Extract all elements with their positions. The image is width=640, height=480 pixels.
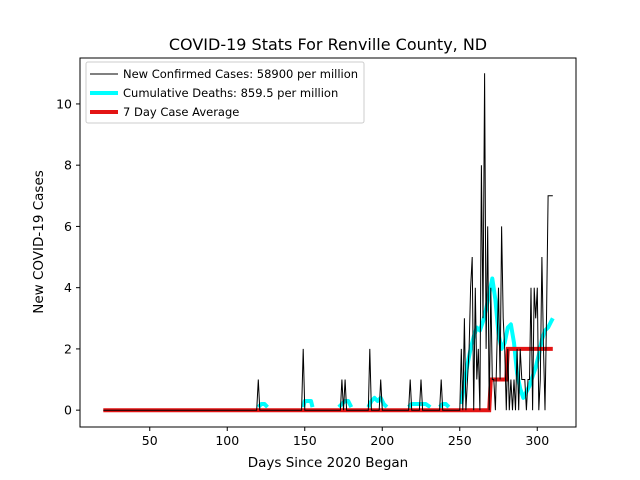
chart-title: COVID-19 Stats For Renville County, ND bbox=[169, 35, 487, 54]
x-tick-label: 100 bbox=[215, 433, 239, 448]
legend-entry-case-average: 7 Day Case Average bbox=[123, 105, 239, 119]
legend-entry-new-cases: New Confirmed Cases: 58900 per million bbox=[123, 67, 358, 81]
x-axis: 50 100 150 200 250 300 bbox=[142, 427, 549, 448]
y-axis-label: New COVID-19 Cases bbox=[31, 170, 47, 314]
legend: New Confirmed Cases: 58900 per million C… bbox=[85, 61, 365, 124]
y-tick-label: 8 bbox=[64, 158, 72, 173]
y-tick-label: 0 bbox=[64, 403, 72, 418]
series-line-new-cases bbox=[103, 73, 553, 411]
y-tick-label: 10 bbox=[56, 96, 72, 111]
series-layer bbox=[103, 73, 555, 413]
x-tick-label: 300 bbox=[525, 433, 549, 448]
legend-entry-cumulative-deaths: Cumulative Deaths: 859.5 per million bbox=[123, 86, 338, 100]
legend-box bbox=[85, 61, 365, 124]
plot-frame bbox=[79, 57, 577, 428]
y-tick-label: 6 bbox=[64, 219, 72, 234]
x-tick-label: 150 bbox=[293, 433, 317, 448]
series-line-cumulative-deaths bbox=[459, 276, 555, 405]
x-tick-label: 250 bbox=[448, 433, 472, 448]
y-tick-label: 4 bbox=[64, 280, 72, 295]
series-line-cumulative-deaths bbox=[438, 402, 451, 409]
x-tick-label: 200 bbox=[370, 433, 394, 448]
y-tick-label: 2 bbox=[64, 341, 72, 356]
y-axis: 0 2 4 6 8 10 bbox=[56, 96, 80, 418]
x-tick-label: 50 bbox=[142, 433, 158, 448]
x-axis-label: Days Since 2020 Began bbox=[248, 455, 409, 471]
plot-area bbox=[103, 73, 555, 413]
